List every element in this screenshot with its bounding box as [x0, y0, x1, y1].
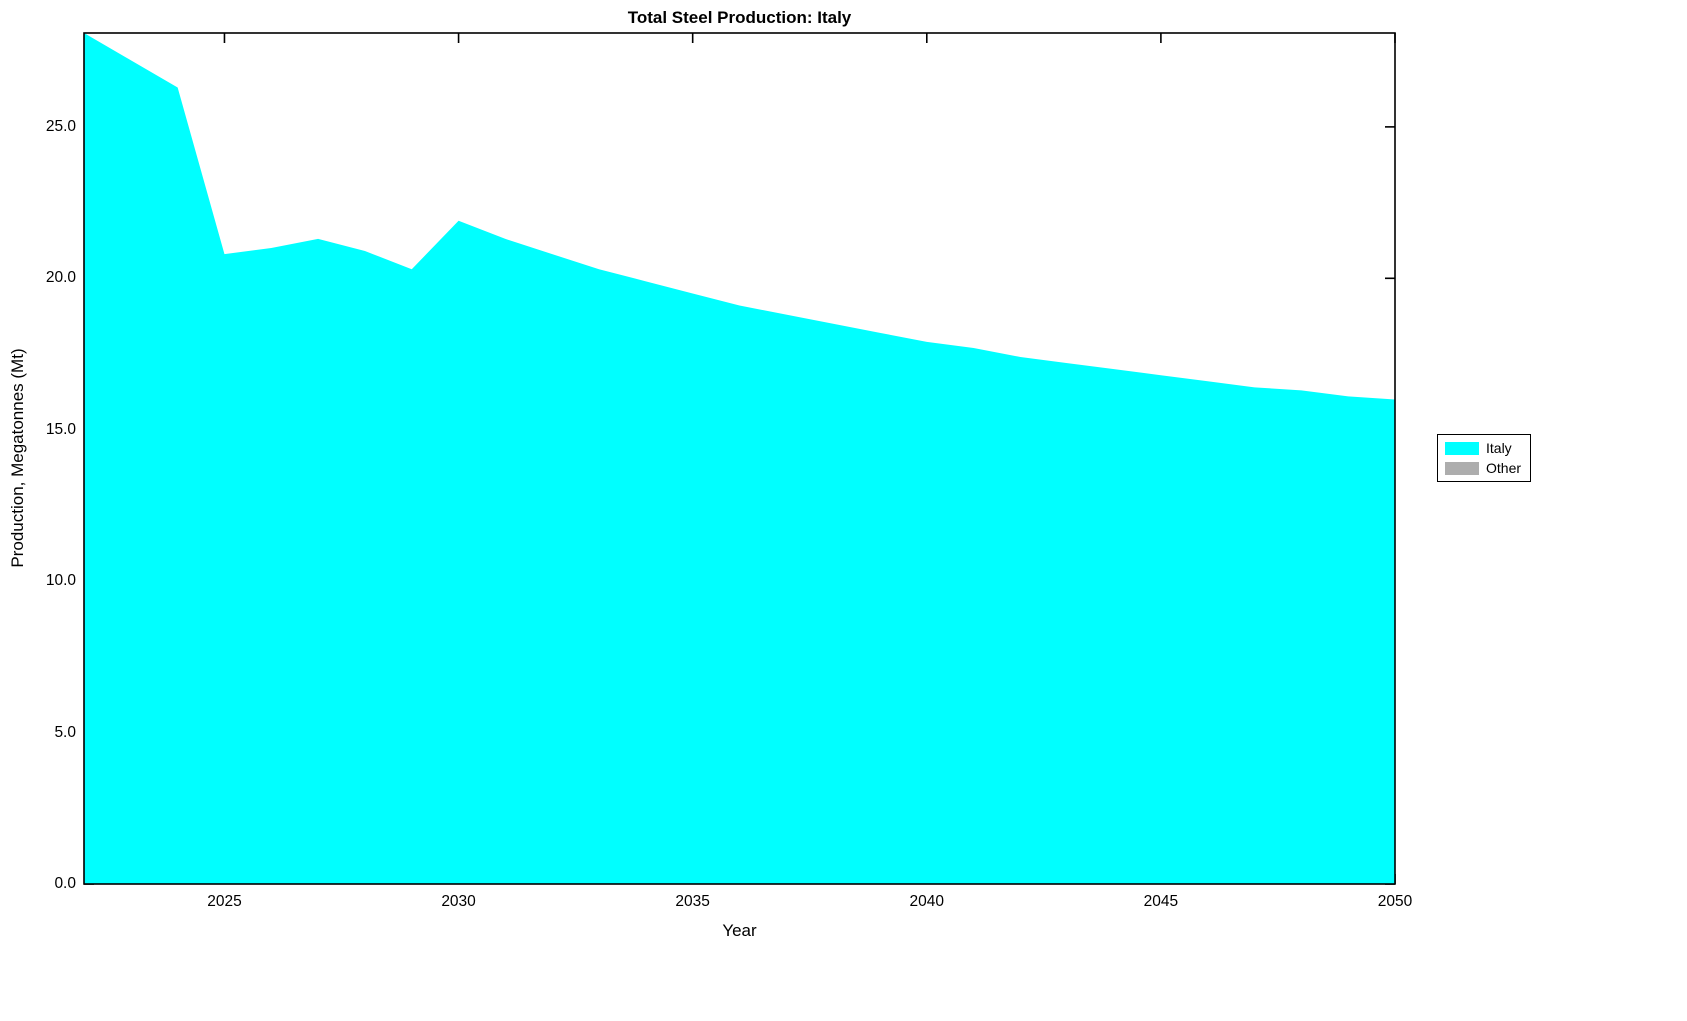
legend: Italy Other: [1437, 434, 1532, 482]
legend-label-other: Other: [1486, 460, 1522, 476]
x-tick-label: 2045: [1143, 893, 1179, 910]
y-tick-label: 25.0: [45, 117, 76, 135]
chart-title: Total Steel Production: Italy: [627, 8, 852, 27]
legend-item-italy: Italy: [1445, 440, 1521, 456]
y-tick-label: 15.0: [45, 420, 76, 438]
x-tick-label: 2030: [441, 893, 476, 910]
y-tick-label: 10.0: [45, 572, 76, 590]
x-tick-label: 2050: [1377, 893, 1413, 910]
y-axis-label-text: Production, Megatonnes (Mt): [8, 348, 27, 568]
y-tick-label: 20.0: [45, 269, 76, 287]
x-tick-label: 2040: [909, 893, 945, 910]
y-tick-label: 5.0: [54, 723, 76, 741]
legend-swatch-other: [1445, 461, 1479, 475]
legend-swatch-italy: [1445, 441, 1479, 455]
x-tick-label: 2035: [675, 893, 710, 910]
legend-item-other: Other: [1445, 460, 1521, 476]
x-axis-label: Year: [722, 921, 757, 940]
x-tick-label: 2025: [207, 893, 242, 910]
y-tick-label: 0.0: [54, 875, 76, 892]
legend-label-italy: Italy: [1486, 440, 1512, 456]
